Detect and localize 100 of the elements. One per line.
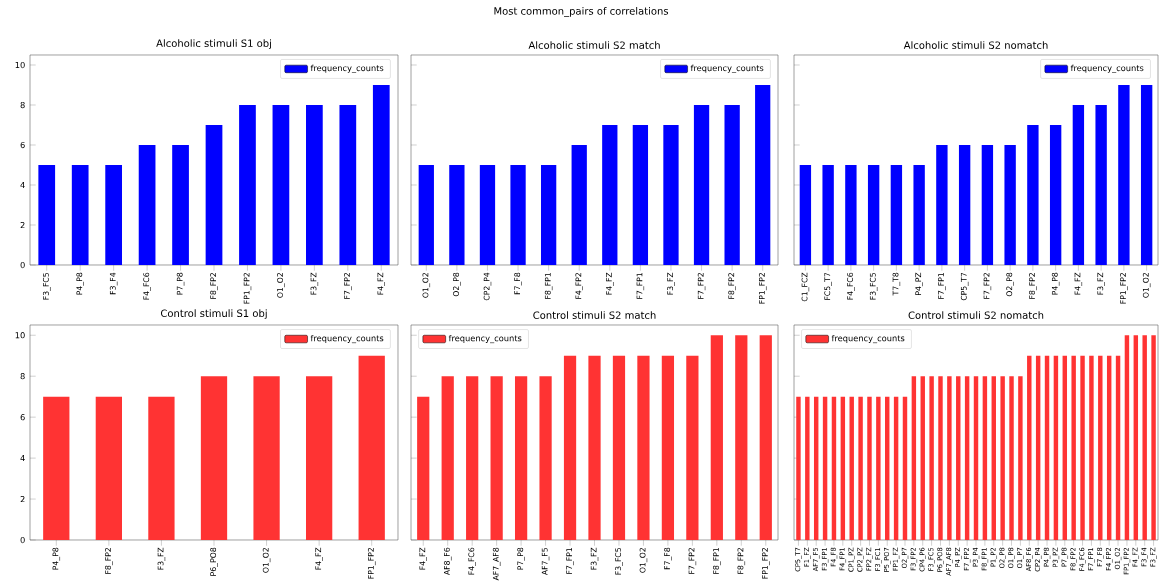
y-tick-label: 10 [15, 61, 25, 69]
bar [831, 396, 837, 540]
bar [1115, 355, 1121, 540]
y-tick-label: 2 [20, 221, 25, 229]
bar [239, 105, 256, 265]
bar [306, 105, 323, 265]
bar [890, 165, 903, 265]
bar [929, 376, 934, 540]
bar [938, 376, 943, 540]
legend-label: frequency_counts [831, 334, 905, 344]
bar [973, 376, 979, 540]
legend-label: frequency_counts [1070, 64, 1144, 74]
bar [661, 355, 675, 540]
bar [956, 376, 961, 540]
bar [1004, 145, 1016, 265]
bar [339, 105, 357, 265]
legend-label: frequency_counts [690, 64, 764, 74]
bar [540, 165, 557, 265]
bar [571, 145, 587, 265]
bar [1098, 355, 1103, 540]
chart-title: Alcoholic stimuli S2 match [528, 41, 660, 49]
bar [805, 396, 810, 540]
bar [148, 396, 175, 540]
y-tick-label: 4 [20, 181, 25, 189]
bar [947, 376, 952, 540]
bar [1080, 355, 1085, 540]
bar [479, 165, 496, 265]
bar [840, 396, 846, 540]
y-tick-label: 6 [20, 414, 25, 421]
bar [1124, 335, 1130, 540]
bar [490, 376, 503, 540]
chart-title: Control stimuli S2 nomatch [908, 311, 1044, 319]
bar [893, 396, 899, 540]
bar [663, 125, 679, 265]
bar [1095, 105, 1107, 265]
bar [958, 145, 971, 265]
bar [1000, 376, 1005, 540]
bar [867, 165, 880, 265]
bar [686, 355, 699, 540]
bar [253, 376, 280, 540]
bar [755, 84, 771, 265]
bar [911, 376, 917, 540]
bar [1018, 376, 1023, 540]
bar [920, 376, 925, 540]
legend-label: frequency_counts [310, 64, 384, 74]
bar [95, 396, 122, 540]
bar [796, 396, 801, 540]
bar [902, 396, 908, 540]
bar [813, 396, 819, 540]
bar [845, 165, 857, 265]
bar [964, 376, 970, 540]
bar [1009, 376, 1014, 540]
bar [759, 335, 772, 540]
legend-label: frequency_counts [310, 334, 384, 344]
y-tick-label: 8 [20, 373, 25, 380]
bar [822, 165, 834, 265]
bar [172, 145, 189, 265]
bar [1133, 335, 1139, 540]
bar [1072, 105, 1085, 265]
bar [372, 84, 390, 265]
bar [272, 105, 290, 265]
chart-title: Alcoholic stimuli S2 nomatch [903, 41, 1048, 49]
bar [693, 105, 710, 265]
bar [417, 396, 430, 540]
bar [43, 396, 70, 540]
bar [358, 355, 385, 540]
bar [724, 105, 740, 265]
bar [1062, 355, 1068, 540]
bar [1027, 355, 1032, 540]
bar [1071, 355, 1076, 540]
bar [138, 145, 156, 265]
text: Most common_pairs of correlations [494, 7, 669, 17]
bar [876, 396, 881, 540]
bar [1044, 355, 1050, 540]
bar [885, 396, 890, 540]
bar [858, 396, 863, 540]
bar [867, 396, 872, 540]
bar [1027, 125, 1039, 265]
legend-label: frequency_counts [448, 334, 522, 344]
chart-title: Control stimuli S1 obj [160, 309, 267, 319]
chart-title: Control stimuli S2 match [533, 311, 656, 319]
bar [612, 355, 626, 540]
bar [1140, 84, 1153, 265]
chart-title: Alcoholic stimuli S1 obj [156, 39, 271, 49]
y-tick-label: 10 [15, 332, 25, 339]
bar [632, 125, 649, 265]
bar [418, 165, 434, 265]
bar [510, 165, 526, 265]
bar [936, 145, 948, 265]
bar [849, 396, 854, 540]
bar [306, 376, 333, 540]
bar [1035, 355, 1041, 540]
bar [563, 355, 577, 540]
bar [822, 396, 828, 540]
bar [466, 376, 479, 540]
y-tick-label: 4 [20, 455, 25, 462]
bar [539, 376, 552, 540]
bar [38, 165, 56, 265]
bar [991, 376, 996, 540]
bar [1106, 355, 1112, 540]
